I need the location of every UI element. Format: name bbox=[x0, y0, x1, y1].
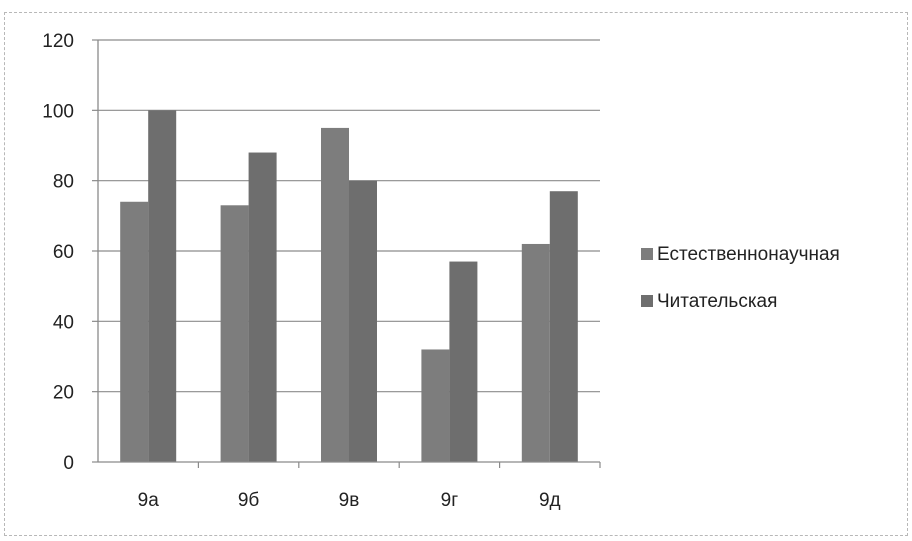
bar-natural-science-2 bbox=[321, 127, 349, 463]
y-tick-labels: 0 20 40 60 80 100 120 bbox=[42, 31, 74, 474]
bar-reading-1 bbox=[248, 152, 277, 463]
legend-swatch bbox=[641, 248, 653, 260]
y-tick-label: 120 bbox=[42, 31, 74, 52]
bar-natural-science-3 bbox=[421, 349, 450, 462]
x-tick-label: 9а bbox=[138, 490, 160, 511]
legend-swatch bbox=[641, 295, 653, 307]
bar-natural-science-0 bbox=[120, 201, 149, 462]
x-tick-label: 9б bbox=[238, 490, 260, 511]
bar-natural-science-1 bbox=[220, 205, 249, 463]
y-tick-label: 40 bbox=[53, 312, 74, 333]
bar-natural-science-4 bbox=[521, 243, 550, 462]
x-tick-label: 9д bbox=[539, 490, 561, 511]
x-tick-label: 9в bbox=[339, 490, 360, 511]
bars bbox=[120, 110, 601, 468]
y-tick-label: 20 bbox=[53, 383, 74, 404]
bar-reading-4 bbox=[549, 191, 578, 462]
bar-reading-2 bbox=[349, 180, 377, 462]
x-tick-labels: 9а 9б 9в 9г 9д bbox=[138, 490, 561, 511]
bar-reading-0 bbox=[148, 110, 177, 462]
legend-label: Читательская bbox=[657, 291, 777, 312]
legend: Естественнонаучная Читательская bbox=[641, 244, 840, 312]
y-tick-label: 100 bbox=[42, 101, 74, 122]
axes bbox=[97, 40, 600, 463]
y-tick-label: 60 bbox=[53, 242, 74, 263]
bar-reading-3 bbox=[449, 261, 478, 462]
legend-label: Естественнонаучная bbox=[657, 244, 840, 265]
x-tick-label: 9г bbox=[441, 490, 459, 511]
y-tick-label: 0 bbox=[63, 453, 74, 474]
y-tick-label: 80 bbox=[53, 172, 74, 193]
